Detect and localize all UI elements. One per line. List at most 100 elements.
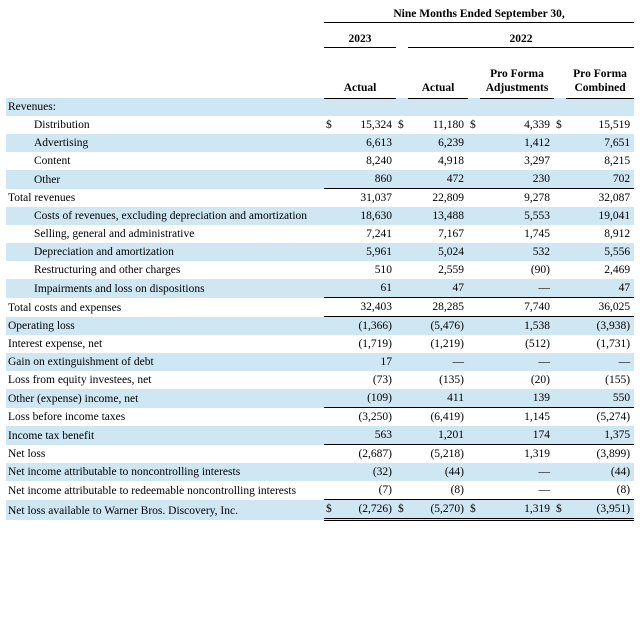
val-comb: 32,087 [566, 189, 634, 208]
val-2023: 61 [336, 279, 396, 298]
val-adj: (90) [480, 261, 554, 279]
val-adj: 4,339 [480, 116, 554, 134]
val-2022: 47 [408, 279, 468, 298]
val-2022: (5,476) [408, 317, 468, 336]
val-comb: (3,951) [566, 500, 634, 520]
row-advertising: Advertising 6,613 6,239 1,412 7,651 [6, 134, 634, 152]
val-2023: 7,241 [336, 225, 396, 243]
header-year-2023: 2023 [324, 33, 396, 48]
col-pf-comb: Pro FormaCombined [566, 67, 634, 98]
val-2022: 5,024 [408, 243, 468, 261]
val-comb: 702 [566, 170, 634, 189]
header-cols-row: Actual Actual Pro FormaAdjustments Pro F… [6, 67, 634, 98]
val-adj: 1,319 [480, 445, 554, 464]
val-2023: (73) [336, 371, 396, 389]
val-comb: (1,731) [566, 335, 634, 353]
val-comb: 36,025 [566, 298, 634, 317]
val-2023: (2,687) [336, 445, 396, 464]
val-comb: 19,041 [566, 207, 634, 225]
val-2023: 32,403 [336, 298, 396, 317]
row-other-income: Other (expense) income, net (109) 411 13… [6, 389, 634, 408]
val-2023: 860 [336, 170, 396, 189]
val-adj: 1,412 [480, 134, 554, 152]
label: Gain on extinguishment of debt [6, 353, 324, 371]
val-2023: 17 [336, 353, 396, 371]
currency-symbol: $ [324, 500, 336, 520]
val-2023: 563 [336, 426, 396, 445]
val-adj: — [480, 279, 554, 298]
label: Impairments and loss on dispositions [6, 279, 324, 298]
val-2023: (109) [336, 389, 396, 408]
val-2022: 13,488 [408, 207, 468, 225]
val-2022: 28,285 [408, 298, 468, 317]
row-tax: Income tax benefit 563 1,201 174 1,375 [6, 426, 634, 445]
label: Other [6, 170, 324, 189]
label: Income tax benefit [6, 426, 324, 445]
val-adj: — [480, 463, 554, 481]
val-adj: 1,319 [480, 500, 554, 520]
val-adj: 3,297 [480, 152, 554, 170]
val-2022: 411 [408, 389, 468, 408]
val-adj: 139 [480, 389, 554, 408]
header-year-2022: 2022 [408, 33, 634, 48]
col-actual-2023: Actual [324, 67, 396, 98]
val-comb: 550 [566, 389, 634, 408]
val-adj: — [480, 481, 554, 500]
val-comb: 8,912 [566, 225, 634, 243]
val-comb: 8,215 [566, 152, 634, 170]
val-2022: 7,167 [408, 225, 468, 243]
val-adj: 5,553 [480, 207, 554, 225]
val-adj: 9,278 [480, 189, 554, 208]
val-adj: 174 [480, 426, 554, 445]
val-2022: (5,218) [408, 445, 468, 464]
val-adj: 1,145 [480, 408, 554, 427]
label: Selling, general and administrative [6, 225, 324, 243]
row-da: Depreciation and amortization 5,961 5,02… [6, 243, 634, 261]
val-adj: 7,740 [480, 298, 554, 317]
label: Depreciation and amortization [6, 243, 324, 261]
row-net-loss: Net loss (2,687) (5,218) 1,319 (3,899) [6, 445, 634, 464]
val-comb: (8) [566, 481, 634, 500]
label: Net loss available to Warner Bros. Disco… [6, 500, 324, 520]
val-2023: (1,719) [336, 335, 396, 353]
row-rnci: Net income attributable to redeemable no… [6, 481, 634, 500]
val-adj: 1,538 [480, 317, 554, 336]
val-comb: 47 [566, 279, 634, 298]
currency-symbol: $ [396, 116, 408, 134]
row-cost-rev: Costs of revenues, excluding depreciatio… [6, 207, 634, 225]
row-gain-extinguishment: Gain on extinguishment of debt 17 — — — [6, 353, 634, 371]
val-comb: (44) [566, 463, 634, 481]
val-2023: (32) [336, 463, 396, 481]
row-net-wbd: Net loss available to Warner Bros. Disco… [6, 500, 634, 520]
row-loss-before-tax: Loss before income taxes (3,250) (6,419)… [6, 408, 634, 427]
val-adj: — [480, 353, 554, 371]
currency-symbol: $ [554, 116, 566, 134]
val-comb: 7,651 [566, 134, 634, 152]
val-2022: — [408, 353, 468, 371]
val-2023: 510 [336, 261, 396, 279]
val-2023: 8,240 [336, 152, 396, 170]
val-2022: (8) [408, 481, 468, 500]
label: Loss before income taxes [6, 408, 324, 427]
label: Loss from equity investees, net [6, 371, 324, 389]
val-2023: (2,726) [336, 500, 396, 520]
row-restructuring: Restructuring and other charges 510 2,55… [6, 261, 634, 279]
val-comb: 5,556 [566, 243, 634, 261]
currency-symbol: $ [468, 116, 480, 134]
label: Total revenues [6, 189, 324, 208]
label: Content [6, 152, 324, 170]
val-2023: 6,613 [336, 134, 396, 152]
val-adj: 230 [480, 170, 554, 189]
val-comb: (155) [566, 371, 634, 389]
val-comb: — [566, 353, 634, 371]
val-2022: 11,180 [408, 116, 468, 134]
val-comb: (3,899) [566, 445, 634, 464]
val-comb: 15,519 [566, 116, 634, 134]
val-2023: (1,366) [336, 317, 396, 336]
val-2023: 5,961 [336, 243, 396, 261]
val-2022: (135) [408, 371, 468, 389]
col-actual-2022: Actual [408, 67, 468, 98]
val-2022: 1,201 [408, 426, 468, 445]
row-impairments: Impairments and loss on dispositions 61 … [6, 279, 634, 298]
val-2023: (3,250) [336, 408, 396, 427]
